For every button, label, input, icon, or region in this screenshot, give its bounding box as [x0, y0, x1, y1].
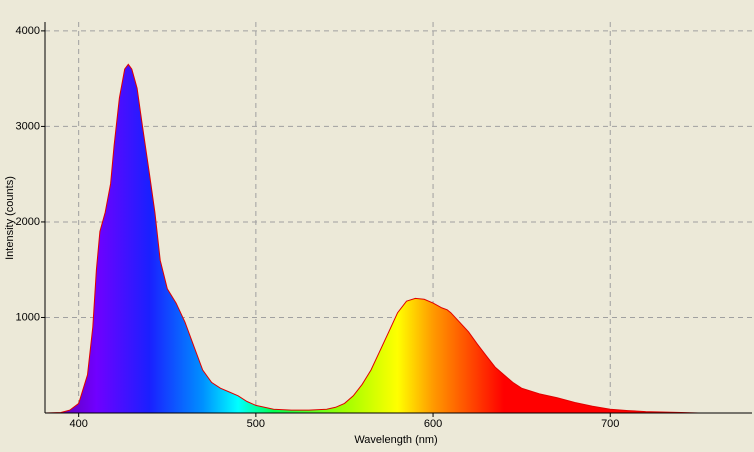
- y-tick-label: 1000: [16, 311, 40, 323]
- y-axis-label: Intensity (counts): [4, 176, 16, 260]
- x-tick-label: 600: [424, 418, 442, 430]
- spectrum-line: [44, 63, 699, 414]
- x-axis-label: Wavelength (nm): [354, 434, 437, 446]
- x-tick-label: 500: [247, 418, 265, 430]
- x-tick-label: 700: [601, 418, 619, 430]
- spectrum-fill: [45, 64, 699, 414]
- y-tick-label: 3000: [16, 120, 40, 132]
- x-tick-label: 400: [69, 418, 87, 430]
- y-tick-label: 4000: [16, 25, 40, 37]
- y-tick-label: 2000: [16, 216, 40, 228]
